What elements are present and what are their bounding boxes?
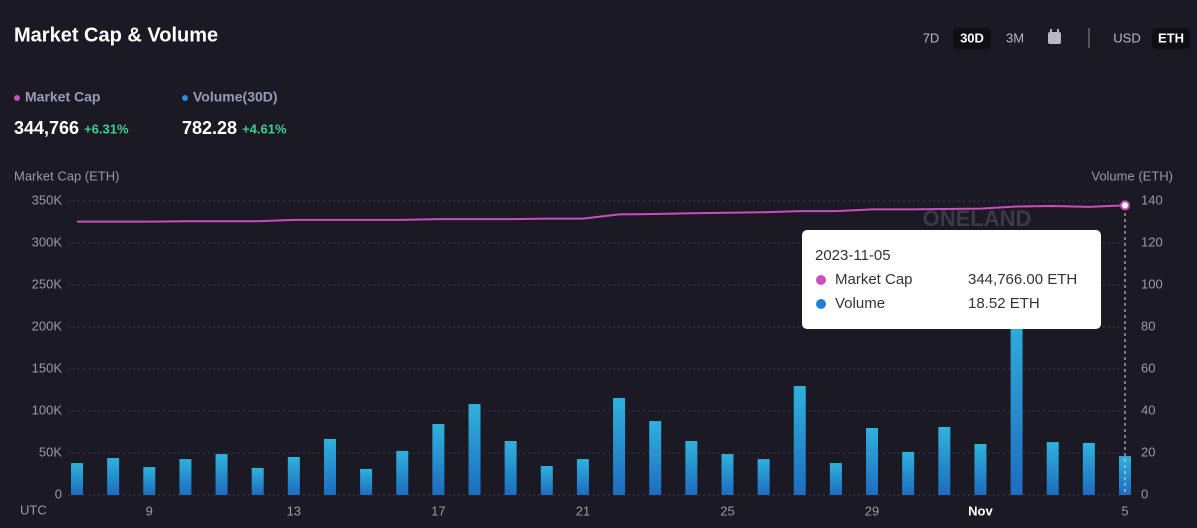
y-tick-label: 0: [55, 486, 62, 501]
tooltip-value: 344,766.00 ETH: [968, 271, 1077, 288]
summary-value: 782.28: [182, 118, 237, 138]
x-tick-label: 13: [287, 503, 301, 518]
toolbar-button-bg: [1152, 28, 1190, 49]
toolbar-button[interactable]: 7D: [923, 30, 940, 45]
toolbar-button[interactable]: 3M: [1006, 30, 1024, 45]
x-tick-label: 5: [1121, 503, 1128, 518]
y-tick-label: 200K: [32, 318, 63, 333]
x-tick-label: 21: [576, 503, 590, 518]
tooltip-dot: [816, 275, 826, 285]
volume-bar[interactable]: [179, 459, 192, 495]
y2-tick-label: 140: [1141, 192, 1163, 207]
volume-bar[interactable]: [613, 397, 626, 495]
tooltip-value: 18.52 ETH: [968, 295, 1040, 312]
tooltip-name: Market Cap: [835, 271, 913, 288]
volume-bar[interactable]: [902, 451, 915, 495]
tooltip-title: 2023-11-05: [815, 247, 891, 264]
volume-bar[interactable]: [1046, 442, 1059, 495]
volume-bar[interactable]: [1010, 310, 1023, 495]
x-tick-label: Nov: [968, 503, 993, 518]
volume-bar[interactable]: [649, 421, 662, 495]
legend-dot: [14, 95, 20, 101]
tooltip-name: Volume: [835, 295, 885, 312]
volume-bar[interactable]: [938, 426, 951, 495]
y-tick-label: 250K: [32, 276, 63, 291]
y2-tick-label: 100: [1141, 276, 1163, 291]
volume-bar[interactable]: [71, 463, 83, 495]
volume-bar[interactable]: [576, 459, 589, 495]
y-tick-label: 300K: [32, 234, 63, 249]
volume-bar[interactable]: [251, 467, 264, 495]
x-tick-label: 17: [431, 503, 445, 518]
summary-change: +4.61%: [242, 121, 287, 136]
volume-bar[interactable]: [685, 441, 698, 495]
y2-tick-label: 60: [1141, 360, 1155, 375]
toolbar-button-bg: [953, 28, 991, 49]
y2-tick-label: 120: [1141, 234, 1163, 249]
tooltip-dot: [816, 299, 826, 309]
y2-tick-label: 40: [1141, 402, 1155, 417]
y-tick-label: 350K: [32, 192, 63, 207]
summary-label: Volume(30D): [193, 89, 278, 105]
volume-bar[interactable]: [468, 404, 481, 495]
calendar-icon[interactable]: [1048, 29, 1061, 44]
x-tick-label: 29: [865, 503, 879, 518]
volume-bar[interactable]: [396, 450, 409, 495]
x-axis-prefix: UTC: [20, 502, 47, 517]
volume-bar[interactable]: [540, 466, 553, 495]
volume-bar[interactable]: [107, 458, 120, 495]
volume-bar[interactable]: [323, 438, 336, 495]
volume-bar[interactable]: [757, 459, 770, 495]
y2-axis-title: Volume (ETH): [1091, 168, 1173, 183]
y-axis-title: Market Cap (ETH): [14, 168, 119, 183]
toolbar-button[interactable]: USD: [1113, 30, 1140, 45]
volume-bar[interactable]: [287, 456, 300, 495]
volume-bar[interactable]: [215, 454, 228, 495]
volume-bar[interactable]: [432, 424, 445, 495]
summary-value: 344,766: [14, 118, 79, 138]
y2-tick-label: 20: [1141, 444, 1155, 459]
legend-dot: [182, 95, 188, 101]
volume-bar[interactable]: [360, 468, 373, 495]
summary-label: Market Cap: [25, 89, 100, 105]
volume-bar[interactable]: [504, 441, 517, 495]
tooltip-box: [802, 230, 1101, 329]
market-cap-line: [77, 204, 1126, 223]
volume-bar[interactable]: [974, 443, 987, 495]
toolbar-button[interactable]: ETH: [1158, 30, 1184, 45]
volume-bar[interactable]: [721, 454, 734, 495]
y-tick-label: 150K: [32, 360, 63, 375]
volume-bar[interactable]: [866, 428, 879, 495]
y-tick-label: 50K: [39, 444, 62, 459]
summary-change: +6.31%: [84, 121, 129, 136]
volume-bar[interactable]: [829, 463, 842, 495]
x-tick-label: 25: [720, 503, 734, 518]
toolbar-button[interactable]: 30D: [960, 30, 984, 45]
volume-bar[interactable]: [143, 467, 156, 495]
y2-tick-label: 80: [1141, 318, 1155, 333]
x-tick-label: 9: [146, 503, 153, 518]
hover-point: [1120, 200, 1130, 211]
y-tick-label: 100K: [32, 402, 63, 417]
tooltip: 2023-11-05 Market Cap 344,766.00 ETH Volume…: [802, 230, 1101, 329]
y2-tick-label: 0: [1141, 486, 1148, 501]
volume-bar[interactable]: [1082, 442, 1095, 495]
volume-bar[interactable]: [793, 386, 806, 495]
chart-title: Market Cap & Volume: [14, 24, 218, 46]
volume-bar[interactable]: [1119, 456, 1131, 495]
